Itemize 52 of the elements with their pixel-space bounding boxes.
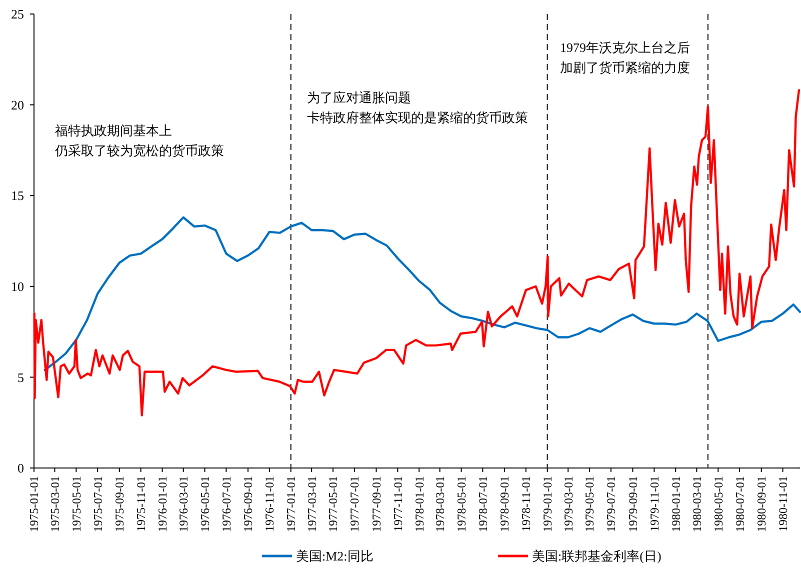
x-tick-label: 1977-11-01 bbox=[390, 476, 405, 532]
line-series bbox=[44, 216, 801, 372]
x-tick-label: 1980-11-01 bbox=[776, 476, 790, 532]
x-tick-label: 1980-01-01 bbox=[668, 476, 683, 532]
x-tick-label: 1975-03-01 bbox=[48, 476, 62, 532]
x-tick-label: 1979-07-01 bbox=[604, 476, 618, 532]
x-tick-label: 1976-03-01 bbox=[176, 476, 191, 532]
x-tick-label: 1977-09-01 bbox=[369, 476, 384, 532]
annotation: 加剧了货币紧缩的力度 bbox=[560, 60, 690, 75]
y-tick-label: 25 bbox=[11, 6, 24, 22]
annotation: 仍采取了较为宽松的货币政策 bbox=[54, 143, 224, 158]
y-tick-label: 20 bbox=[11, 97, 24, 112]
x-tick-label: 1978-07-01 bbox=[476, 476, 490, 532]
x-tick-label: 1977-01-01 bbox=[284, 476, 298, 532]
x-tick-label: 1975-07-01 bbox=[90, 476, 105, 532]
x-tick-label: 1976-07-01 bbox=[219, 476, 234, 532]
y-tick-label: 5 bbox=[18, 370, 24, 385]
x-tick-label: 1979-05-01 bbox=[582, 476, 597, 532]
x-tick-label: 1980-07-01 bbox=[732, 476, 747, 532]
annotation: 1979年沃克尔上台之后 bbox=[560, 40, 690, 55]
x-tick-label: 1976-09-01 bbox=[241, 476, 256, 532]
x-tick-label: 1976-11-01 bbox=[262, 476, 277, 532]
y-tick-label: 0 bbox=[18, 460, 24, 476]
x-tick-label: 1978-01-01 bbox=[412, 476, 426, 532]
annotation: 为了应对通胀问题 bbox=[307, 90, 411, 105]
x-tick-label: 1977-07-01 bbox=[348, 476, 362, 532]
x-tick-label: 1978-03-01 bbox=[433, 476, 448, 532]
x-tick-label: 1979-01-01 bbox=[540, 476, 555, 532]
annotation: 福特执政期间基本上 bbox=[55, 123, 172, 138]
annotation: 卡特政府整体实现的是紧缩的货币政策 bbox=[307, 110, 528, 125]
x-tick-label: 1979-09-01 bbox=[626, 476, 640, 532]
x-tick-label: 1976-05-01 bbox=[198, 476, 212, 532]
legend-label: 美国:联邦基金利率(日) bbox=[532, 548, 662, 564]
x-tick-label: 1975-05-01 bbox=[69, 476, 84, 532]
legend-label: 美国:M2:同比 bbox=[296, 548, 374, 564]
y-tick-label: 15 bbox=[11, 188, 24, 204]
x-tick-label: 1979-11-01 bbox=[647, 476, 662, 532]
x-tick-label: 1980-09-01 bbox=[754, 476, 769, 532]
x-tick-label: 1980-03-01 bbox=[690, 476, 704, 532]
x-tick-label: 1978-11-01 bbox=[519, 476, 534, 532]
x-tick-label: 1978-05-01 bbox=[454, 476, 468, 532]
x-tick-label: 1980-05-01 bbox=[711, 476, 726, 532]
x-tick-label: 1975-11-01 bbox=[134, 476, 148, 532]
x-tick-label: 1979-03-01 bbox=[561, 476, 576, 532]
line-series bbox=[33, 89, 800, 416]
x-tick-label: 1975-09-01 bbox=[112, 476, 127, 532]
x-tick-label: 1977-03-01 bbox=[304, 476, 319, 532]
y-tick-label: 10 bbox=[11, 278, 24, 294]
x-tick-label: 1977-05-01 bbox=[326, 476, 340, 532]
x-tick-label: 1976-01-01 bbox=[155, 476, 170, 532]
x-tick-label: 1975-01-01 bbox=[27, 476, 42, 532]
x-tick-label: 1978-09-01 bbox=[498, 476, 512, 532]
